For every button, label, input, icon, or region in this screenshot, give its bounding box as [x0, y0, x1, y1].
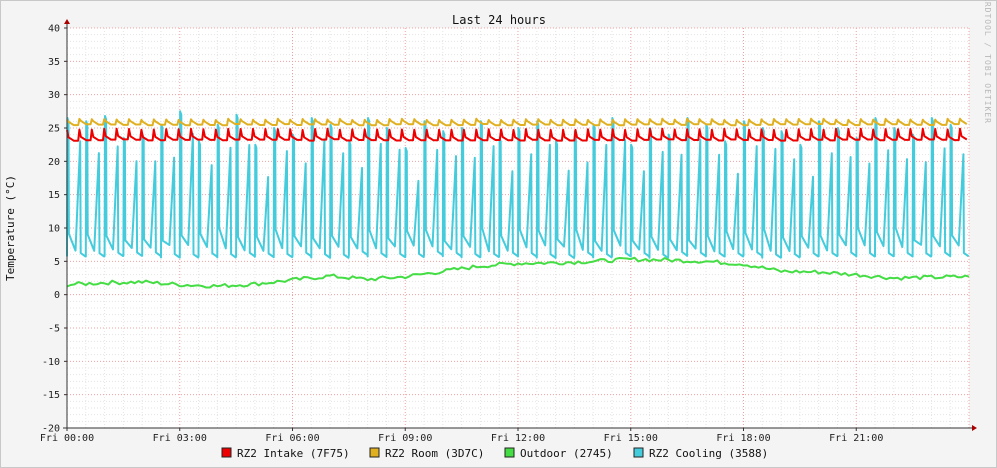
x-tick-label: Fri 03:00 [153, 433, 207, 444]
y-tick-label: 20 [48, 157, 60, 168]
axes [63, 19, 977, 431]
rrdtool-watermark: RRDTOOL / TOBI OETIKER [983, 0, 992, 124]
x-tick-label: Fri 09:00 [378, 433, 432, 444]
x-tick-label: Fri 06:00 [265, 433, 319, 444]
legend-label: RZ2 Cooling (3588) [649, 447, 768, 460]
legend-swatch [221, 447, 232, 458]
legend-label: RZ2 Room (3D7C) [385, 447, 484, 460]
y-tick-label: -20 [42, 424, 60, 435]
y-tick-labels: 40 35 30 25 20 15 10 5 0 -5 -10 -15 -20 [42, 24, 67, 435]
y-tick-label: -15 [42, 390, 60, 401]
chart-title: Last 24 hours [452, 13, 546, 27]
legend-label: Outdoor (2745) [520, 447, 613, 460]
y-axis-label: Temperature (°C) [4, 175, 17, 281]
y-tick-label: 5 [54, 257, 60, 268]
legend-swatch [369, 447, 380, 458]
series-line-rz2-cooling-3588 [66, 110, 970, 259]
y-axis-arrow-icon [64, 19, 70, 24]
series-line-outdoor-2745 [66, 256, 970, 289]
y-tick-label: 10 [48, 224, 60, 235]
y-tick-label: 25 [48, 124, 60, 135]
legend: RZ2 Intake (7F75) RZ2 Room (3D7C) Outdoor … [221, 447, 768, 460]
legend-swatch [504, 447, 515, 458]
y-tick-label: 40 [48, 24, 60, 35]
series-layer [66, 110, 970, 289]
legend-label: RZ2 Intake (7F75) [237, 447, 350, 460]
y-tick-label: 15 [48, 190, 60, 201]
y-tick-label: -10 [42, 357, 60, 368]
x-tick-label: Fri 15:00 [604, 433, 658, 444]
y-tick-label: -5 [48, 324, 60, 335]
series-line-rz2-room-3d7c [66, 117, 968, 127]
x-axis-arrow-icon [972, 425, 977, 431]
x-tick-label: Fri 00:00 [40, 433, 94, 444]
y-tick-label: 0 [54, 290, 60, 301]
x-tick-label: Fri 12:00 [491, 433, 545, 444]
x-tick-label: Fri 21:00 [829, 433, 883, 444]
y-tick-label: 30 [48, 90, 60, 101]
legend-swatch [633, 447, 644, 458]
x-tick-label: Fri 18:00 [716, 433, 770, 444]
y-tick-label: 35 [48, 57, 60, 68]
x-tick-labels: Fri 00:00 Fri 03:00 Fri 06:00 Fri 09:00 Fri … [40, 428, 883, 444]
series-line-rz2-intake-7f75 [66, 127, 968, 142]
